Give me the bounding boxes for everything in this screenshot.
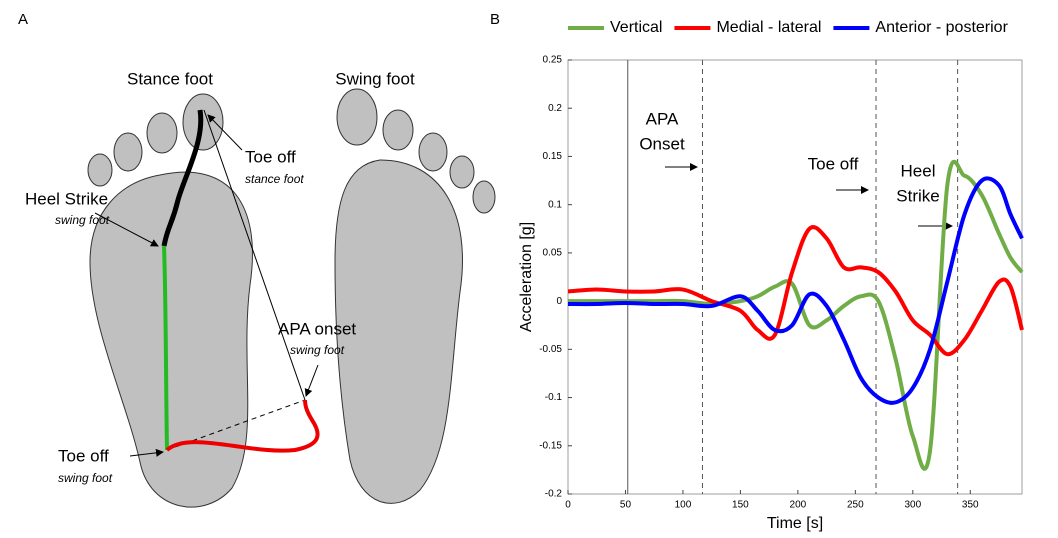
y-tick-label: -0.1 <box>545 392 563 403</box>
toe <box>88 154 112 186</box>
toe <box>337 89 377 145</box>
annotation: Heel <box>901 161 936 180</box>
label: Heel Strike <box>25 189 108 208</box>
toe <box>114 133 142 171</box>
y-tick-label: 0.1 <box>548 199 562 210</box>
toe <box>473 181 495 213</box>
x-tick-label: 150 <box>732 500 749 511</box>
legend-label: Anterior - posterior <box>875 19 1008 36</box>
annotation: Strike <box>896 186 939 205</box>
series-line <box>568 162 1022 469</box>
toe <box>419 133 447 171</box>
legend-label: Medial - lateral <box>716 19 821 36</box>
foot-diagram: A Stance foot Swing foot Toe off stance … <box>18 11 495 507</box>
figure: A Stance foot Swing foot Toe off stance … <box>0 0 1058 533</box>
y-tick-label: 0.2 <box>548 103 562 114</box>
x-tick-label: 0 <box>565 500 571 511</box>
arrow <box>306 365 318 396</box>
label: Toe off <box>245 147 296 166</box>
x-tick-label: 50 <box>620 500 632 511</box>
label-sub: stance foot <box>245 172 304 186</box>
swing-title: Swing foot <box>335 69 415 88</box>
x-axis-label: Time [s] <box>767 515 823 532</box>
annotation: Onset <box>639 134 685 153</box>
label-sub: swing foot <box>55 213 110 227</box>
toe <box>383 110 413 150</box>
panel-label: A <box>18 11 28 28</box>
label: APA onset <box>278 319 356 338</box>
x-tick-label: 350 <box>962 500 979 511</box>
x-tick-label: 100 <box>675 500 692 511</box>
y-tick-label: 0.15 <box>543 151 563 162</box>
x-tick-label: 250 <box>847 500 864 511</box>
y-tick-label: 0 <box>556 296 562 307</box>
toe <box>450 156 474 188</box>
y-axis-label: Acceleration [g] <box>518 222 535 332</box>
label-sub: swing foot <box>58 471 113 485</box>
legend-label: Vertical <box>610 19 662 36</box>
x-tick-label: 300 <box>904 500 921 511</box>
panel-label: B <box>490 11 500 28</box>
chart: -0.2 -0.15 -0.1 -0.05 0 0.05 0.1 0.15 0.2 0.25 0 50… <box>518 19 1022 532</box>
toe <box>147 113 177 153</box>
x-tick-label: 200 <box>790 500 807 511</box>
label-sub: swing foot <box>290 343 345 357</box>
stance-title: Stance foot <box>127 69 213 88</box>
y-tick-label: -0.15 <box>539 440 562 451</box>
y-tick-label: 0.05 <box>543 248 563 259</box>
annotation: Toe off <box>808 154 859 173</box>
y-tick-label: 0.25 <box>543 55 563 66</box>
y-tick-label: -0.05 <box>539 344 562 355</box>
y-tick-label: -0.2 <box>545 489 563 500</box>
plot-area <box>568 60 1022 494</box>
label: Toe off <box>58 446 109 465</box>
annotation: APA <box>646 109 679 128</box>
